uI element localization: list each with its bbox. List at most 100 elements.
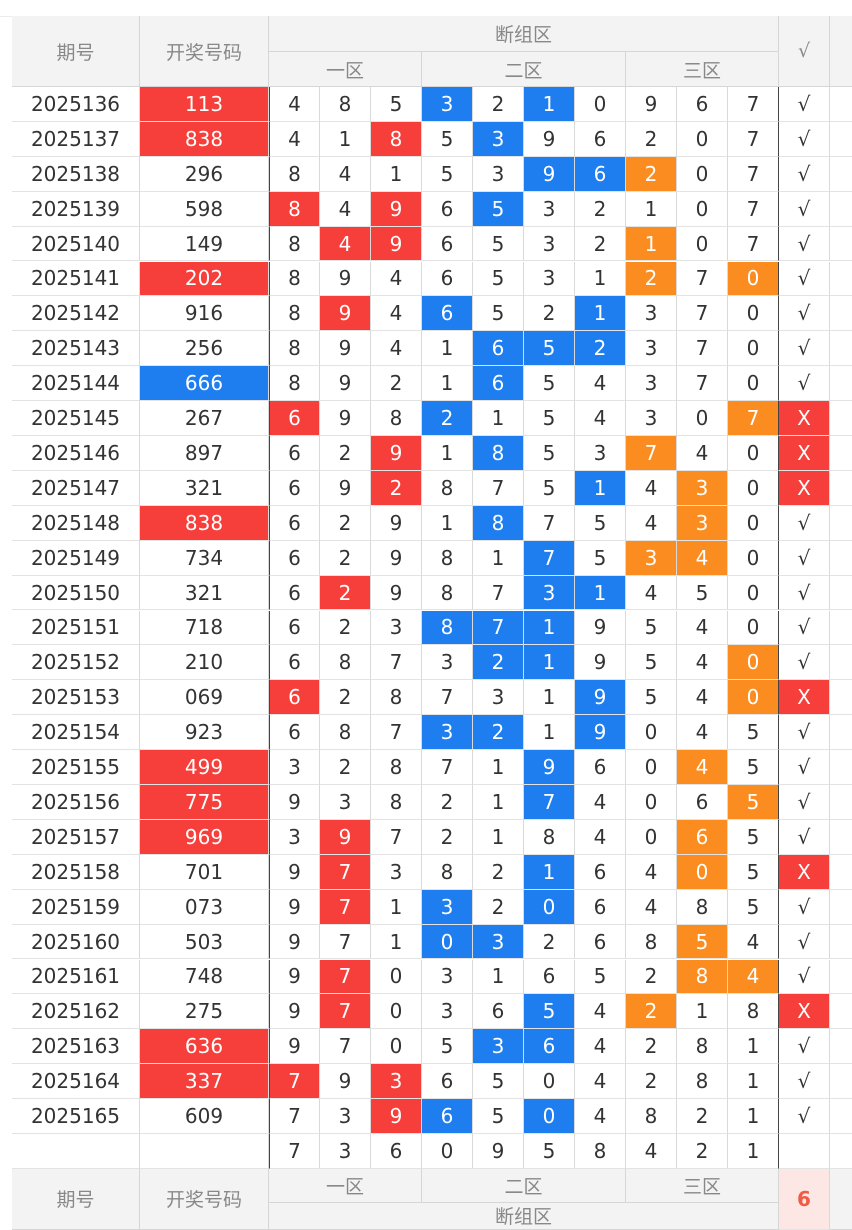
extra-cell xyxy=(830,576,852,611)
digit-cell: 9 xyxy=(320,470,371,506)
digit-cell: 0 xyxy=(728,470,779,506)
digit-cell: 7 xyxy=(320,889,371,925)
digit-cell: 4 xyxy=(320,191,371,227)
digit-cell: 2 xyxy=(473,854,524,890)
digit-cell: 2 xyxy=(422,785,473,820)
digit-cell: 5 xyxy=(728,889,779,925)
check-mark-cell: √ xyxy=(779,505,830,541)
header-number[interactable]: 开奖号码 xyxy=(140,16,269,87)
header-extra xyxy=(830,16,852,87)
draw-number-cell: 701 xyxy=(140,854,269,890)
header-zone3: 三区 xyxy=(626,52,779,87)
header-issue[interactable]: 期号 xyxy=(12,16,140,87)
check-mark-cell: √ xyxy=(779,715,830,751)
digit-cell: 5 xyxy=(473,191,524,227)
digit-cell: 4 xyxy=(677,715,728,751)
draw-number-cell: 598 xyxy=(140,191,269,227)
digit-cell: 5 xyxy=(524,436,575,471)
digit-cell: 8 xyxy=(269,261,320,297)
extra-cell xyxy=(830,994,852,1030)
digit-cell: 8 xyxy=(626,924,677,960)
summary-digit-cell: 5 xyxy=(524,1134,575,1169)
digit-cell: 3 xyxy=(677,470,728,506)
digit-cell: 9 xyxy=(626,87,677,122)
check-mark-cell: √ xyxy=(779,924,830,960)
digit-cell: 7 xyxy=(728,401,779,436)
extra-cell xyxy=(830,611,852,646)
digit-cell: 1 xyxy=(473,819,524,855)
issue-cell: 2025146 xyxy=(12,436,140,471)
issue-cell: 2025142 xyxy=(12,296,140,332)
digit-cell: 9 xyxy=(320,331,371,367)
check-mark-cell: √ xyxy=(779,366,830,402)
digit-cell: 1 xyxy=(626,226,677,262)
check-mark-cell: X xyxy=(779,854,830,890)
check-mark-cell: √ xyxy=(779,1099,830,1134)
header-zone2: 二区 xyxy=(422,52,626,87)
footer-issue: 期号 xyxy=(12,1168,140,1230)
extra-cell xyxy=(830,960,852,995)
extra-cell xyxy=(830,1099,852,1134)
issue-cell: 2025156 xyxy=(12,785,140,820)
digit-cell: 3 xyxy=(626,331,677,367)
digit-cell: 4 xyxy=(677,540,728,576)
digit-cell: 2 xyxy=(422,819,473,855)
digit-cell: 0 xyxy=(677,226,728,262)
check-mark-cell: X xyxy=(779,994,830,1030)
digit-cell: 3 xyxy=(269,750,320,785)
digit-cell: 1 xyxy=(575,575,626,611)
digit-cell: 2 xyxy=(575,226,626,262)
digit-cell: 0 xyxy=(524,889,575,925)
draw-number-cell: 897 xyxy=(140,436,269,471)
digit-cell: 8 xyxy=(371,750,422,785)
digit-cell: 9 xyxy=(524,750,575,785)
digit-cell: 1 xyxy=(575,261,626,297)
digit-cell: 6 xyxy=(677,87,728,122)
digit-cell: 9 xyxy=(269,889,320,925)
digit-cell: 4 xyxy=(320,156,371,192)
check-mark-cell: √ xyxy=(779,959,830,995)
digit-cell: 1 xyxy=(422,366,473,402)
footer-number: 开奖号码 xyxy=(140,1168,269,1230)
digit-cell: 0 xyxy=(677,191,728,227)
check-mark-cell: X xyxy=(779,470,830,506)
extra-cell xyxy=(830,436,852,471)
digit-cell: 1 xyxy=(422,436,473,471)
issue-cell: 2025138 xyxy=(12,156,140,192)
digit-cell: 3 xyxy=(626,540,677,576)
issue-cell: 2025136 xyxy=(12,87,140,122)
digit-cell: 3 xyxy=(422,645,473,681)
digit-cell: 8 xyxy=(626,1099,677,1134)
digit-cell: 0 xyxy=(371,1029,422,1065)
digit-cell: 0 xyxy=(677,401,728,436)
digit-cell: 5 xyxy=(473,296,524,332)
digit-cell: 5 xyxy=(422,1029,473,1065)
digit-cell: 6 xyxy=(422,191,473,227)
digit-cell: 6 xyxy=(575,924,626,960)
digit-cell: 1 xyxy=(524,610,575,646)
digit-cell: 4 xyxy=(677,750,728,785)
digit-cell: 7 xyxy=(320,854,371,890)
digit-cell: 7 xyxy=(371,645,422,681)
digit-cell: 0 xyxy=(728,505,779,541)
extra-cell xyxy=(830,680,852,716)
check-mark-cell: √ xyxy=(779,121,830,157)
summary-digit-cell: 4 xyxy=(626,1134,677,1169)
digit-cell: 5 xyxy=(728,715,779,751)
digit-cell: 5 xyxy=(524,401,575,436)
digit-cell: 7 xyxy=(728,156,779,192)
digit-cell: 9 xyxy=(320,1064,371,1100)
digit-cell: 2 xyxy=(626,959,677,995)
digit-cell: 8 xyxy=(422,854,473,890)
digit-cell: 0 xyxy=(626,819,677,855)
digit-cell: 3 xyxy=(371,854,422,890)
digit-cell: 3 xyxy=(524,226,575,262)
digit-cell: 8 xyxy=(320,87,371,122)
summary-digit-cell: 0 xyxy=(422,1134,473,1169)
digit-cell: 1 xyxy=(473,540,524,576)
extra-cell xyxy=(830,227,852,262)
digit-cell: 4 xyxy=(626,854,677,890)
footer-count: 6 xyxy=(779,1168,830,1230)
digit-cell: 6 xyxy=(269,470,320,506)
draw-number-cell: 666 xyxy=(140,366,269,402)
